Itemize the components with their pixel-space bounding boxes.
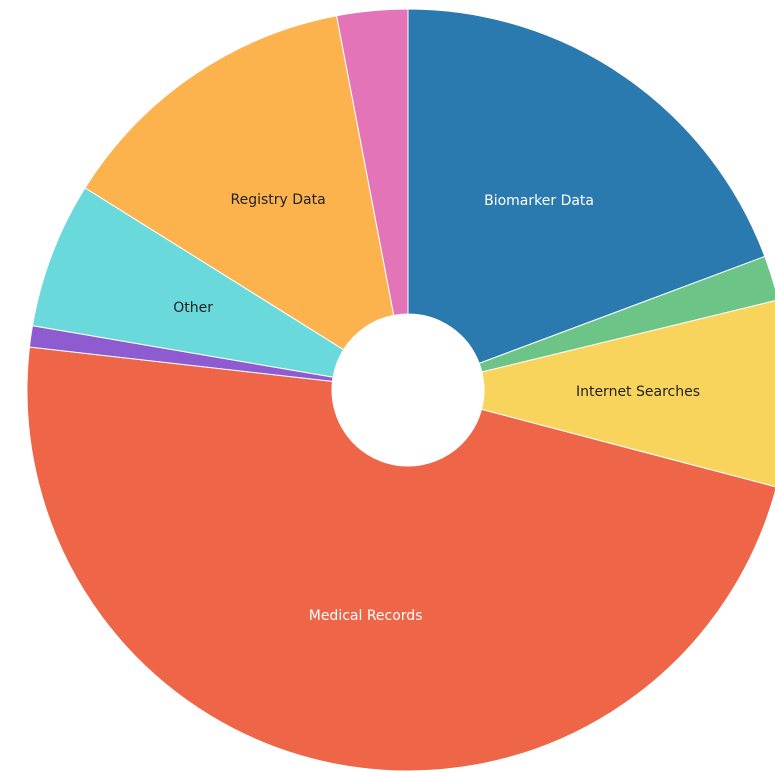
slice-label: Medical Records	[309, 608, 423, 624]
slice	[26, 346, 775, 772]
slice	[407, 8, 766, 365]
slice	[84, 15, 395, 351]
slice-label: Other	[173, 300, 213, 316]
slice-label: Internet Searches	[576, 384, 700, 400]
slice	[31, 187, 345, 378]
slice	[336, 8, 409, 316]
slice	[480, 300, 775, 488]
slice-label: Biomarker Data	[484, 193, 594, 209]
slice-label: Registry Data	[231, 192, 326, 208]
